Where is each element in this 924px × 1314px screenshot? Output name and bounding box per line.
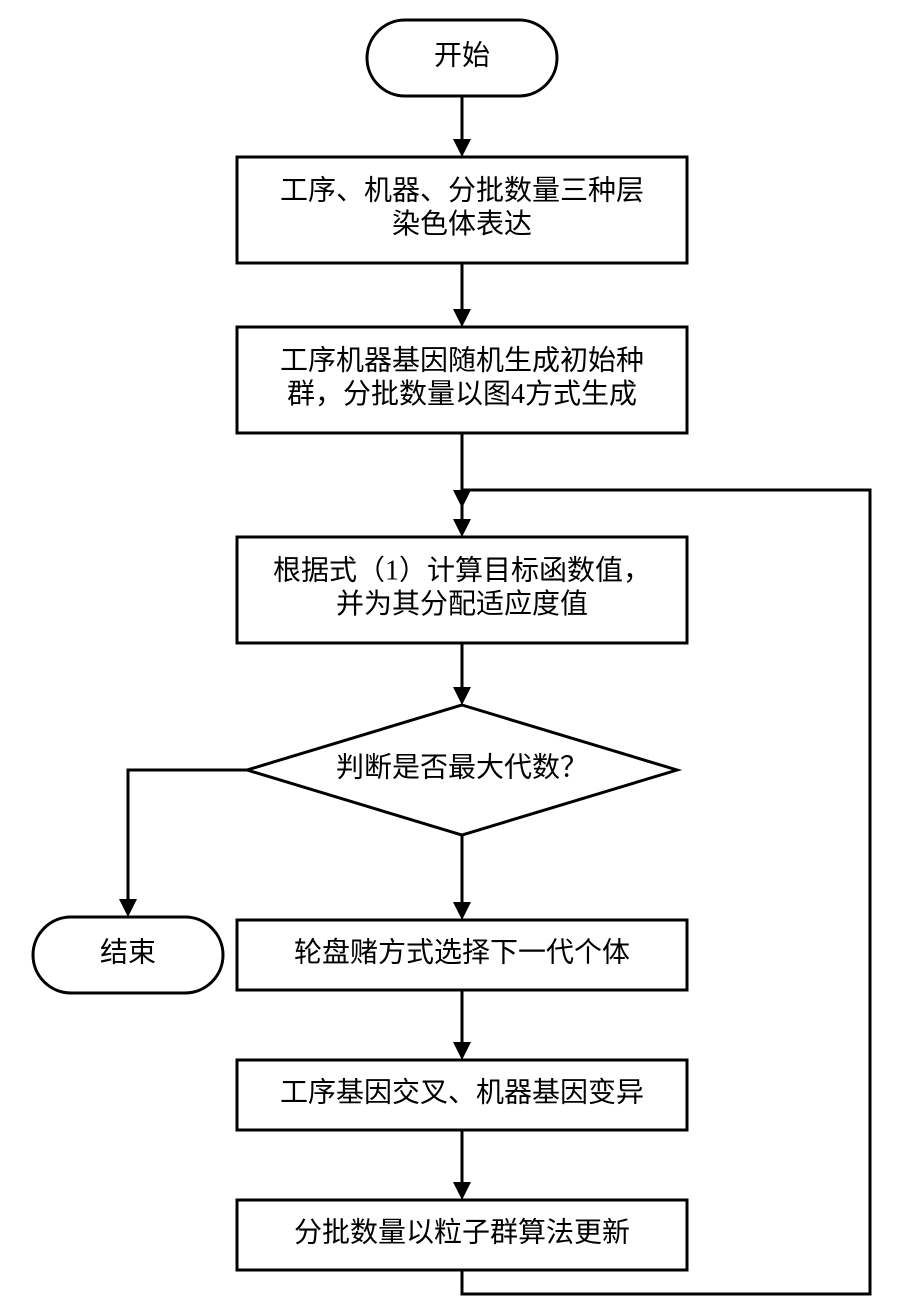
node-encoding-label: 染色体表达 xyxy=(392,208,532,240)
node-cross-label: 工序基因交叉、机器基因变异 xyxy=(280,1076,644,1108)
arrowhead xyxy=(453,902,471,920)
node-fitness-label: 并为其分配适应度值 xyxy=(336,588,588,620)
node-end-label: 结束 xyxy=(100,936,156,968)
arrowhead xyxy=(453,1182,471,1200)
node-select-label: 轮盘赌方式选择下一代个体 xyxy=(294,936,630,968)
arrowhead xyxy=(119,899,137,917)
node-encoding-label: 工序、机器、分批数量三种层 xyxy=(280,175,644,207)
arrowhead xyxy=(453,1042,471,1060)
node-pso-label: 分批数量以粒子群算法更新 xyxy=(294,1216,630,1248)
node-start-label: 开始 xyxy=(434,39,490,71)
node-fitness-label: 根据式（1）计算目标函数值， xyxy=(273,555,651,587)
arrowhead xyxy=(453,309,471,327)
connector xyxy=(128,770,247,899)
arrowhead xyxy=(453,519,471,537)
arrowhead xyxy=(453,687,471,705)
node-initpop-label: 工序机器基因随机生成初始种 xyxy=(280,345,644,377)
arrowhead xyxy=(453,490,471,508)
node-initpop-label: 群，分批数量以图4方式生成 xyxy=(287,378,637,410)
node-decision-label: 判断是否最大代数？ xyxy=(336,751,588,783)
arrowhead xyxy=(453,139,471,157)
